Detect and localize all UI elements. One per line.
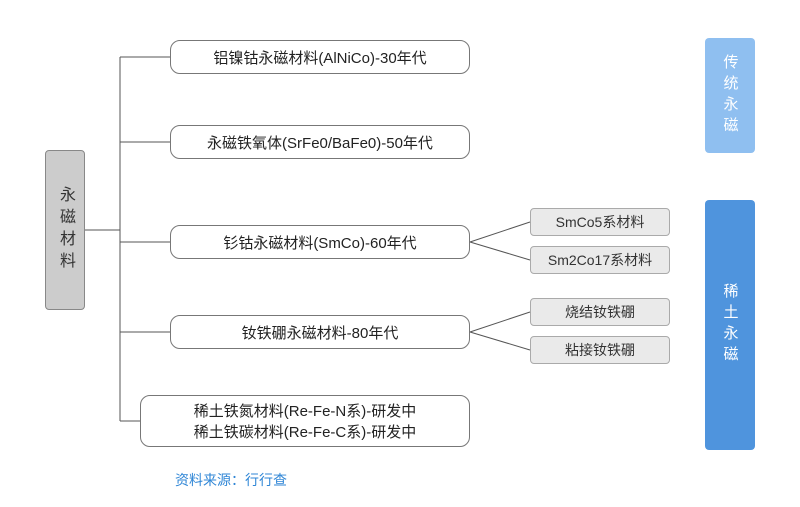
caption-text: 资料来源：行行查 — [175, 472, 287, 488]
root-label: 永磁材料 — [53, 186, 77, 274]
leaf-label: 粘接钕铁硼 — [565, 340, 635, 360]
leaf-sm2co17: Sm2Co17系材料 — [530, 246, 670, 274]
mid-label: 铝镍钴永磁材料(AlNiCo)-30年代 — [213, 47, 426, 68]
leaf-label: Sm2Co17系材料 — [548, 250, 652, 270]
mid-label: 钐钴永磁材料(SmCo)-60年代 — [223, 232, 416, 253]
leaf-label: 烧结钕铁硼 — [565, 302, 635, 322]
leaf-label: SmCo5系材料 — [556, 212, 645, 232]
mid-label: 永磁铁氧体(SrFe0/BaFe0)-50年代 — [207, 132, 433, 153]
mid-label-line2: 稀土铁碳材料(Re-Fe-C系)-研发中 — [194, 421, 417, 442]
mid-label-line1: 稀土铁氮材料(Re-Fe-N系)-研发中 — [194, 400, 417, 421]
source-caption: 资料来源：行行查 — [175, 470, 287, 490]
category-traditional: 传统永磁 — [705, 38, 755, 153]
root-node: 永磁材料 — [45, 150, 85, 310]
mid-node-smco: 钐钴永磁材料(SmCo)-60年代 — [170, 225, 470, 259]
mid-label: 钕铁硼永磁材料-80年代 — [242, 322, 399, 343]
leaf-bonded-ndfeb: 粘接钕铁硼 — [530, 336, 670, 364]
leaf-smco5: SmCo5系材料 — [530, 208, 670, 236]
category-label: 传统永磁 — [720, 54, 741, 138]
mid-node-refen-refec: 稀土铁氮材料(Re-Fe-N系)-研发中 稀土铁碳材料(Re-Fe-C系)-研发… — [140, 395, 470, 447]
mid-node-alnico: 铝镍钴永磁材料(AlNiCo)-30年代 — [170, 40, 470, 74]
category-rare-earth: 稀土永磁 — [705, 200, 755, 450]
leaf-sintered-ndfeb: 烧结钕铁硼 — [530, 298, 670, 326]
category-label: 稀土永磁 — [720, 283, 741, 367]
mid-node-ndfeb: 钕铁硼永磁材料-80年代 — [170, 315, 470, 349]
mid-node-ferrite: 永磁铁氧体(SrFe0/BaFe0)-50年代 — [170, 125, 470, 159]
